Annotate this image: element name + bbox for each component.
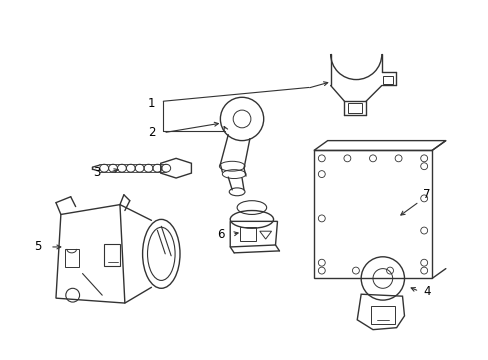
Text: 7: 7 — [423, 188, 430, 201]
Bar — [382, 76, 392, 84]
Bar — [347, 103, 362, 113]
Text: 6: 6 — [216, 228, 224, 240]
Text: 1: 1 — [147, 97, 155, 110]
Bar — [65, 249, 79, 267]
Bar — [370, 306, 394, 324]
Bar — [104, 244, 120, 266]
Bar — [240, 227, 255, 241]
Text: 4: 4 — [423, 285, 430, 298]
Text: 5: 5 — [35, 240, 42, 253]
Text: 3: 3 — [93, 166, 101, 179]
Text: 2: 2 — [147, 126, 155, 139]
